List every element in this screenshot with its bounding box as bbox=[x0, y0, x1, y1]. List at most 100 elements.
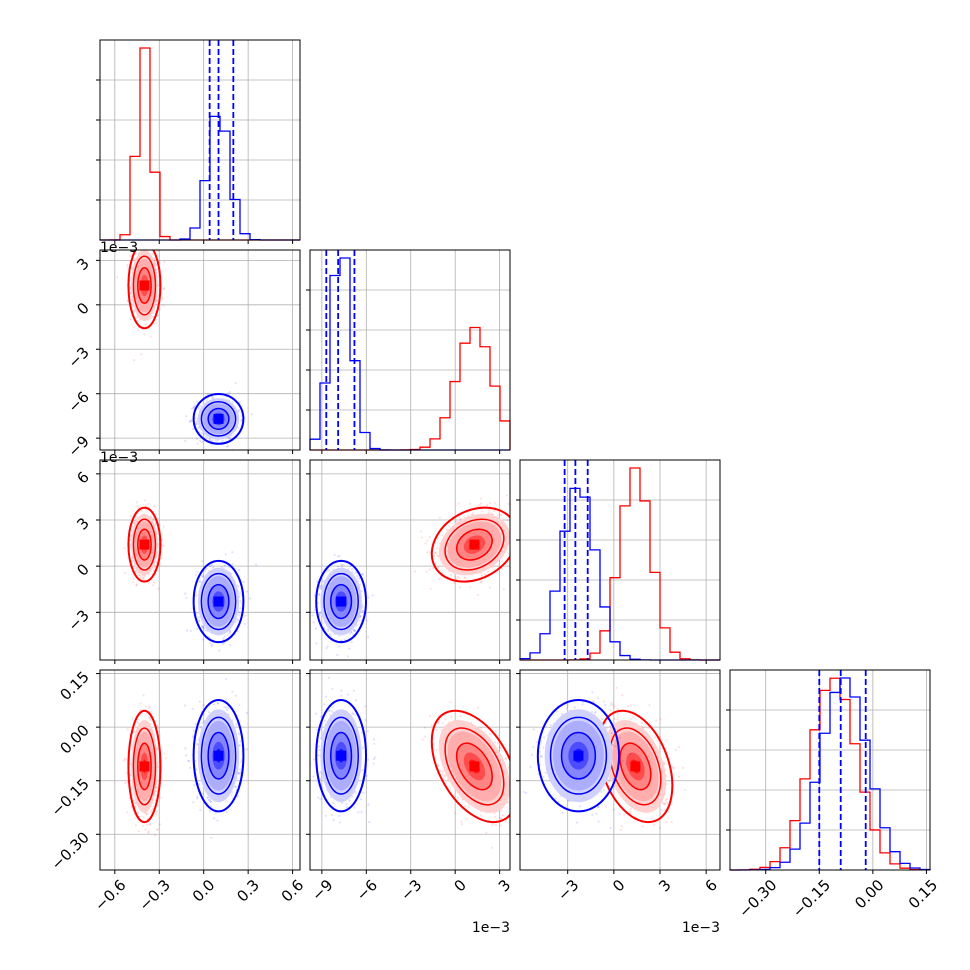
scatter-point bbox=[425, 570, 428, 573]
scatter-point bbox=[342, 563, 345, 567]
scatter-point bbox=[144, 705, 147, 708]
scatter-point bbox=[133, 359, 136, 362]
scatter-point bbox=[148, 707, 151, 710]
scatter-point bbox=[214, 439, 217, 442]
scatter-point bbox=[480, 572, 483, 575]
scatter-point bbox=[191, 407, 194, 410]
scatter-point bbox=[428, 568, 431, 571]
scatter-point bbox=[196, 628, 199, 631]
scatter-point bbox=[315, 642, 318, 645]
scatter-point bbox=[201, 574, 204, 578]
scatter-point bbox=[239, 771, 242, 774]
scatter-point bbox=[208, 635, 211, 639]
scatter-point bbox=[239, 772, 242, 775]
scatter-point bbox=[353, 629, 356, 633]
peak-marker-series-0 bbox=[139, 761, 150, 772]
peak-marker-series-0 bbox=[139, 539, 150, 550]
contour-series-0-2 bbox=[137, 267, 152, 305]
scatter-point bbox=[134, 569, 137, 572]
scatter-point bbox=[456, 575, 459, 579]
scatter-point bbox=[361, 572, 364, 576]
scatter-point bbox=[426, 539, 429, 542]
scatter-point bbox=[501, 567, 504, 570]
scatter-point bbox=[213, 817, 216, 820]
scatter-point bbox=[139, 574, 142, 578]
scatter-point bbox=[134, 817, 137, 820]
scatter-point bbox=[367, 596, 370, 599]
scatter-point bbox=[154, 521, 157, 525]
scatter-point bbox=[156, 828, 159, 831]
scatter-point bbox=[469, 502, 472, 505]
scatter-point bbox=[514, 522, 516, 524]
scatter-point bbox=[507, 502, 510, 505]
scatter-point bbox=[333, 553, 336, 557]
scatter-point bbox=[157, 730, 160, 733]
histogram-series-1-param-3 bbox=[729, 677, 931, 871]
scatter-point bbox=[150, 809, 153, 812]
scatter-point bbox=[432, 554, 436, 557]
scatter-point bbox=[135, 515, 138, 518]
scatter-point bbox=[132, 522, 135, 525]
scatter-point bbox=[479, 502, 483, 505]
scatter-point bbox=[231, 551, 234, 554]
scatter-point bbox=[148, 823, 151, 826]
scatter-point bbox=[464, 577, 467, 580]
scatter-point bbox=[209, 564, 212, 568]
scatter-point bbox=[162, 525, 165, 528]
scatter-point bbox=[496, 514, 499, 517]
scatter-point bbox=[228, 631, 231, 635]
contour-series-1-2 bbox=[207, 583, 230, 620]
contour-series-0-0 bbox=[430, 506, 510, 583]
scatter-point bbox=[507, 553, 510, 556]
scatter-point bbox=[134, 805, 137, 808]
histogram-series-0-param-1 bbox=[310, 326, 511, 451]
scatter-point bbox=[326, 628, 329, 631]
scatter-point bbox=[319, 612, 322, 615]
scatter-point bbox=[155, 794, 158, 797]
scatter-point bbox=[517, 545, 519, 547]
scatter-point bbox=[130, 559, 133, 562]
scatter-point bbox=[436, 554, 439, 557]
scatter-point bbox=[429, 551, 432, 554]
scatter-point bbox=[318, 593, 321, 596]
scatter-point bbox=[126, 811, 129, 814]
scatter-point bbox=[147, 243, 149, 245]
scatter-point bbox=[477, 593, 480, 597]
scatter-point bbox=[154, 834, 157, 837]
scatter-point bbox=[337, 645, 341, 648]
scatter-point bbox=[199, 439, 202, 442]
scatter-point bbox=[201, 626, 204, 629]
scatter-point bbox=[163, 752, 166, 755]
scatter-point bbox=[154, 523, 157, 526]
scatter-point bbox=[156, 828, 159, 831]
scatter-point bbox=[228, 437, 231, 440]
scatter-point bbox=[158, 823, 162, 826]
scatter-point bbox=[138, 573, 141, 577]
contour-series-0-0 bbox=[127, 250, 162, 330]
peak-marker-series-1 bbox=[213, 413, 224, 424]
scatter-point bbox=[145, 813, 148, 816]
scatter-point bbox=[303, 625, 305, 627]
scatter-point bbox=[163, 287, 166, 290]
scatter-point bbox=[192, 427, 195, 431]
scatter-point bbox=[414, 570, 417, 573]
scatter-point bbox=[130, 805, 133, 808]
scatter-point bbox=[222, 637, 225, 640]
contour-series-1-1 bbox=[200, 572, 237, 631]
scatter-point bbox=[487, 509, 490, 512]
scatter-point bbox=[434, 551, 437, 554]
scatter-point bbox=[147, 502, 150, 505]
scatter-point bbox=[156, 810, 159, 813]
scatter-point bbox=[242, 580, 245, 584]
scatter-point bbox=[196, 797, 199, 800]
scatter-point bbox=[216, 819, 219, 822]
panel-1-1 bbox=[306, 250, 510, 454]
scatter-point bbox=[123, 782, 126, 785]
panel-3-3 bbox=[726, 670, 930, 874]
scatter-point bbox=[140, 576, 143, 579]
scatter-point bbox=[316, 601, 319, 605]
scatter-point bbox=[227, 392, 230, 395]
scatter-point bbox=[516, 532, 518, 534]
scatter-point bbox=[195, 613, 198, 616]
scatter-point bbox=[348, 632, 351, 636]
